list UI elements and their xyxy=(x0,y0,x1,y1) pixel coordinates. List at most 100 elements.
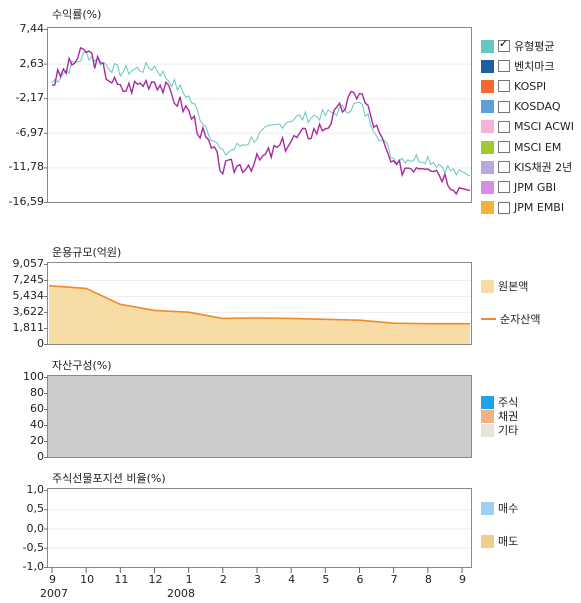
legend-swatch xyxy=(481,120,494,134)
legend-stock-label: 주식 xyxy=(498,396,519,409)
x-month-label-9: 6 xyxy=(356,573,364,586)
futures-title: 주식선물포지션 비율(%) xyxy=(52,472,166,485)
returns-legend-item-6[interactable]: KIS채권 2년 xyxy=(481,159,572,175)
legend-swatch xyxy=(481,140,494,154)
legend-buy: 매수 xyxy=(481,500,518,516)
legend-swatch xyxy=(481,39,494,53)
legend-label: MSCI ACWI xyxy=(514,120,575,134)
x-month-label-12: 9 xyxy=(459,573,466,586)
futures-plot-frame xyxy=(47,488,472,568)
returns-legend-item-3[interactable]: KOSDAQ xyxy=(481,99,561,115)
asset-mix-ytick-3: 40 xyxy=(30,418,44,431)
legend-net-assets: 순자산액 xyxy=(481,311,540,327)
returns-ytick-3: -6,97 xyxy=(15,125,44,139)
asset-mix-ytick-5: 0 xyxy=(37,450,44,463)
x-month-label-2: 11 xyxy=(114,573,129,586)
returns-ytick-2: -2,17 xyxy=(15,91,44,105)
legend-swatch xyxy=(481,180,494,194)
asset-mix-title: 자산구성(%) xyxy=(52,359,112,372)
legend-label: 유형평균 xyxy=(514,40,555,53)
returns-ytick-4: -11,78 xyxy=(8,160,44,174)
aum-ytick-2: 5,434 xyxy=(12,289,45,302)
x-month-label-0: 9 xyxy=(49,573,56,586)
legend-swatch xyxy=(481,160,494,174)
x-month-label-6: 3 xyxy=(254,573,261,586)
legend-other-label: 기타 xyxy=(498,424,519,437)
legend-checkbox[interactable] xyxy=(498,60,510,73)
futures-gridlines xyxy=(48,509,471,549)
legend-label: MSCI EM xyxy=(514,140,562,154)
returns-legend-item-5[interactable]: MSCI EM xyxy=(481,139,561,155)
legend-checkbox[interactable] xyxy=(498,181,510,194)
legend-swatch xyxy=(481,201,494,215)
legend-buy-swatch xyxy=(481,501,494,515)
aum-ytick-4: 1,811 xyxy=(12,321,45,334)
x-month-label-3: 12 xyxy=(148,573,163,586)
legend-principal: 원본액 xyxy=(481,278,528,294)
legend-checkbox[interactable] xyxy=(498,37,510,52)
asset-mix-ytick-4: 20 xyxy=(30,434,44,447)
legend-label: JPM GBI xyxy=(514,180,557,194)
legend-sell: 매도 xyxy=(481,533,518,549)
futures-ytick-3: -0,5 xyxy=(22,540,44,554)
legend-checkbox[interactable] xyxy=(498,201,510,214)
x-month-label-1: 10 xyxy=(80,573,95,586)
legend-net-assets-swatch xyxy=(481,318,496,320)
returns-legend-item-1[interactable]: 벤치마크 xyxy=(481,58,554,74)
returns-legend-item-7[interactable]: JPM GBI xyxy=(481,179,556,195)
legend-label: 벤치마크 xyxy=(514,60,555,74)
legend-label: KOSPI xyxy=(514,79,547,93)
asset-mix-area-other xyxy=(47,375,472,458)
futures-ytick-0: 1,0 xyxy=(26,483,45,496)
x-month-label-8: 5 xyxy=(322,573,330,586)
aum-ytick-3: 3,622 xyxy=(12,305,45,318)
aum-title: 운용규모(억원) xyxy=(52,246,122,259)
legend-net-assets-label: 순자산액 xyxy=(500,313,541,326)
legend-bond-swatch xyxy=(481,409,494,423)
x-month-label-5: 2 xyxy=(219,573,227,586)
x-month-label-4: 1 xyxy=(185,573,193,586)
returns-line-category-average xyxy=(51,51,471,177)
returns-ytick-0: 7,44 xyxy=(19,22,45,35)
asset-mix-ytick-2: 60 xyxy=(30,402,44,415)
returns-legend-item-4[interactable]: MSCI ACWI xyxy=(481,119,574,135)
legend-checkbox[interactable] xyxy=(498,80,510,93)
returns-legend-item-8[interactable]: JPM EMBI xyxy=(481,200,564,216)
returns-ytick-1: 2,63 xyxy=(19,56,45,70)
legend-label: KOSDAQ xyxy=(514,100,561,114)
aum-area-principal xyxy=(49,285,470,344)
legend-checkbox[interactable] xyxy=(498,120,510,133)
legend-checkbox[interactable] xyxy=(498,100,510,113)
asset-mix-ytick-0: 100 xyxy=(23,370,44,383)
legend-bond-label: 채권 xyxy=(498,410,519,423)
legend-other-swatch xyxy=(481,423,494,437)
returns-ytick-5: -16,59 xyxy=(8,195,44,208)
x-month-label-10: 7 xyxy=(390,573,398,586)
legend-label: KIS채권 2년 xyxy=(514,161,573,175)
x-year-2008: 2008 xyxy=(167,587,195,600)
legend-label: JPM EMBI xyxy=(514,201,565,215)
legend-bond: 채권 xyxy=(481,408,518,424)
aum-line-net-assets xyxy=(48,284,470,325)
legend-other: 기타 xyxy=(481,422,518,438)
legend-swatch xyxy=(481,59,494,73)
returns-legend-item-2[interactable]: KOSPI xyxy=(481,78,546,94)
legend-principal-swatch xyxy=(481,279,494,293)
legend-principal-label: 원본액 xyxy=(498,280,529,293)
x-year-2007: 2007 xyxy=(40,587,68,600)
legend-checkbox[interactable] xyxy=(498,161,510,174)
returns-legend-item-0[interactable]: 유형평균 xyxy=(481,37,555,54)
legend-swatch xyxy=(481,100,494,114)
aum-ytick-1: 7,245 xyxy=(12,273,45,286)
x-month-label-11: 8 xyxy=(424,573,432,586)
legend-checkbox[interactable] xyxy=(498,141,510,153)
aum-ytick-5: 0 xyxy=(37,337,44,350)
legend-sell-swatch xyxy=(481,534,494,548)
futures-ytick-4: -1,0 xyxy=(22,560,44,573)
returns-line-fund xyxy=(51,46,471,196)
futures-ytick-1: 0,5 xyxy=(26,502,45,516)
returns-plot-frame xyxy=(47,27,472,203)
returns-title: 수익률(%) xyxy=(52,8,102,21)
legend-buy-label: 매수 xyxy=(498,502,519,515)
